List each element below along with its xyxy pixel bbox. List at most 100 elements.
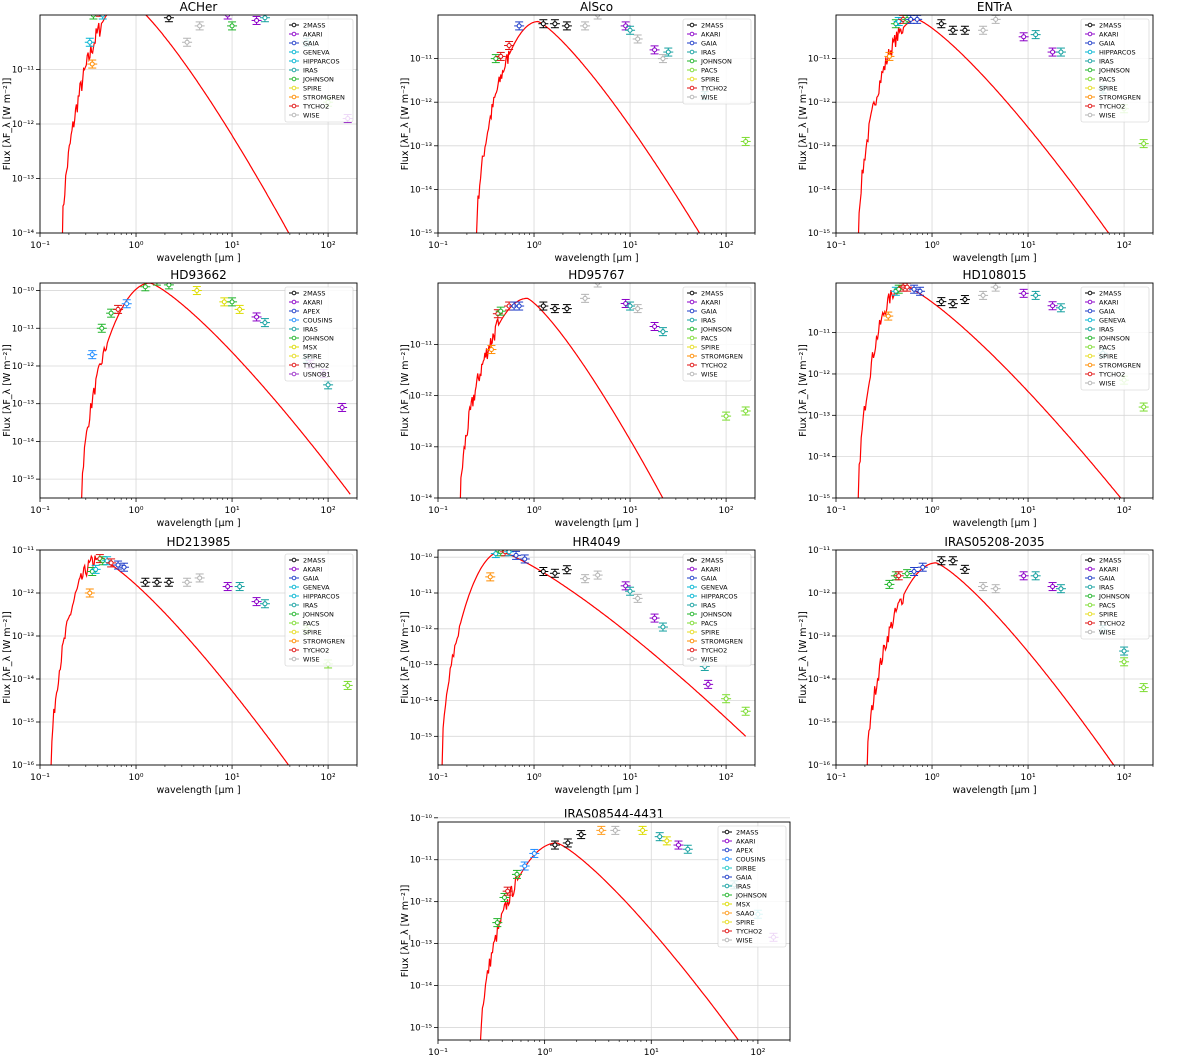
y-tick-label: 10⁻¹² (808, 370, 830, 380)
y-axis-label: Flux [λF_λ [W m⁻²]] (2, 611, 13, 704)
photometry-point (649, 613, 660, 623)
legend: 2MASSAKARIGAIAGENEVAIRASJOHNSONPACSSPIRE… (1080, 286, 1150, 391)
y-tick-label: 10⁻¹³ (808, 411, 830, 421)
photometry-point (592, 15, 603, 20)
legend-marker-dot (291, 353, 297, 359)
photometry-point (113, 560, 124, 570)
legend-label: DIRBE (736, 865, 756, 873)
legend-marker-dot (689, 94, 695, 100)
legend-label: JOHNSON (700, 326, 732, 334)
legend-label: HIPPARCOS (701, 593, 738, 601)
panel-title: AlSco (580, 0, 613, 14)
photometry-point (625, 586, 636, 596)
photometry-point (152, 3, 162, 11)
legend-label: TYCHO2 (700, 647, 727, 655)
legend-marker-dot (689, 317, 695, 323)
legend-marker-dot (291, 40, 297, 46)
y-tick-label: 10⁻¹² (808, 98, 830, 108)
legend-label: AKARI (1099, 31, 1119, 39)
panel-title: IRAS08544-4431 (564, 807, 664, 821)
photometry-point (576, 830, 587, 840)
legend-marker-dot (689, 85, 695, 91)
legend-marker-dot (689, 308, 695, 314)
y-axis-label: Flux [λF_λ [W m⁻²]] (798, 611, 809, 704)
legend-marker-dot (1087, 566, 1093, 572)
legend-marker-dot (1087, 611, 1093, 617)
legend-marker-dot (291, 67, 297, 73)
legend-label: WISE (1099, 629, 1116, 637)
y-tick-label: 10⁻¹⁵ (12, 718, 34, 728)
legend-marker-dot (1087, 308, 1093, 314)
photometry-point (561, 565, 572, 575)
legend-label: 2MASS (303, 557, 325, 565)
legend-label: JOHNSON (1098, 593, 1130, 601)
photometry-point (194, 573, 205, 583)
photometry-point (259, 599, 270, 609)
photometry-point (116, 0, 126, 5)
legend-label: PACS (701, 620, 718, 628)
legend-marker-dot (689, 593, 695, 599)
legend-label: STROMGREN (1099, 94, 1141, 102)
photometry-point (87, 59, 98, 69)
y-tick-label: 10⁻¹⁵ (808, 494, 830, 504)
x-tick-label: 10⁻¹ (428, 773, 448, 783)
legend-marker-dot (1087, 85, 1093, 91)
photometry-point (514, 21, 525, 31)
legend-label: GAIA (736, 874, 752, 882)
y-tick-label: 10⁻¹⁵ (410, 732, 432, 742)
photometry-point (657, 622, 668, 632)
legend-marker-dot (689, 58, 695, 64)
photometry-point (88, 15, 99, 20)
legend-label: WISE (303, 656, 320, 664)
model-curve (50, 554, 290, 765)
legend-label: TYCHO2 (1098, 371, 1125, 379)
photometry-point (1018, 32, 1029, 42)
y-tick-label: 10⁻¹³ (12, 400, 34, 410)
photometry-point (978, 25, 989, 35)
y-tick-label: 10⁻¹³ (410, 661, 432, 671)
photometry-point (909, 284, 920, 294)
axes-frame (835, 549, 1154, 766)
y-tick-label: 10⁻¹¹ (808, 55, 830, 65)
legend-label: GENEVA (303, 49, 330, 57)
legend-label: PACS (1099, 76, 1116, 84)
legend-marker-dot (689, 67, 695, 73)
x-tick-label: 10⁻¹ (428, 506, 448, 516)
legend-marker-dot (1087, 317, 1093, 323)
photometry-point (140, 283, 151, 292)
y-axis-label: Flux [λF_λ [W m⁻²]] (2, 78, 13, 171)
photometry-point (649, 322, 660, 332)
y-tick-label: 10⁻¹² (410, 98, 432, 108)
legend-marker-dot (291, 344, 297, 350)
photometry-point (990, 584, 1001, 594)
legend-label: COUSINS (303, 317, 332, 325)
legend-marker-dot (689, 40, 695, 46)
photometry-point (592, 283, 603, 288)
legend-marker-dot (724, 829, 730, 835)
legend-marker-dot (291, 58, 297, 64)
legend-label: TYCHO2 (302, 362, 329, 370)
photometry-point (121, 299, 132, 309)
x-axis-label: wavelength [μm ] (952, 785, 1036, 796)
photometry-point (917, 562, 928, 572)
photometry-point (632, 593, 643, 603)
y-axis-label: Flux [λF_λ [W m⁻²]] (400, 611, 411, 704)
photometry-point (990, 283, 1001, 292)
photometry-point (721, 694, 732, 704)
legend-label: IRAS (701, 602, 716, 610)
y-tick-label: 10⁻¹⁴ (12, 437, 35, 447)
y-axis-label: Flux [λF_λ [W m⁻²]] (400, 344, 411, 437)
x-axis-label: wavelength [μm ] (952, 253, 1036, 264)
legend-marker-dot (1087, 299, 1093, 305)
y-tick-label: 10⁻¹⁵ (12, 475, 34, 485)
legend-label: 2MASS (736, 829, 758, 837)
y-tick-label: 10⁻¹² (12, 120, 34, 130)
photometry-point (251, 597, 262, 607)
panel-title: HD108015 (962, 268, 1026, 282)
legend-label: GAIA (1099, 40, 1115, 48)
axes-frame (39, 14, 358, 234)
legend-marker-dot (1087, 49, 1093, 55)
x-tick-label: 10¹ (623, 241, 638, 251)
photometry-point (936, 297, 947, 307)
legend-marker-dot (291, 326, 297, 332)
